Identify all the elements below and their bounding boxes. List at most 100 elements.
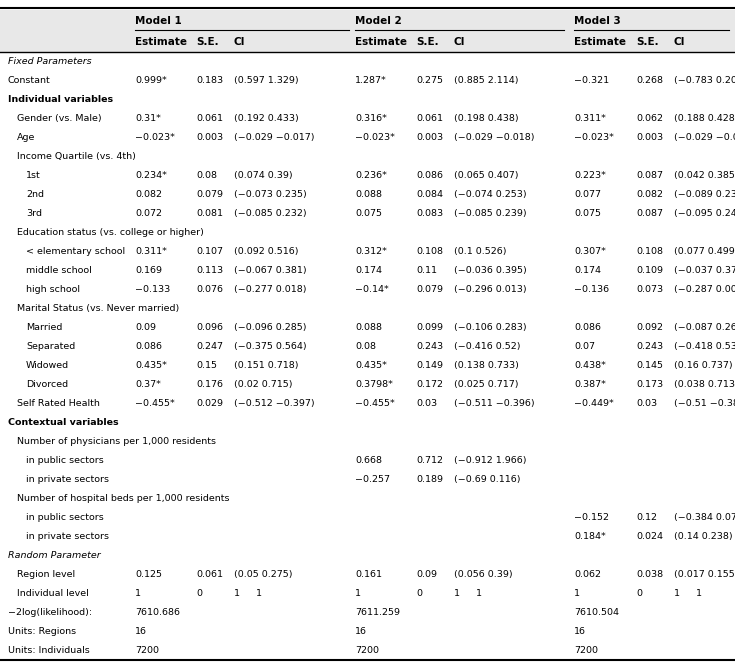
Text: (−0.511 −0.396): (−0.511 −0.396) — [454, 399, 534, 408]
Text: Random Parameter: Random Parameter — [8, 551, 101, 560]
Text: 0.109: 0.109 — [636, 266, 663, 275]
Text: 0.038: 0.038 — [636, 570, 663, 579]
Text: −0.321: −0.321 — [574, 76, 609, 85]
Text: Model 1: Model 1 — [135, 16, 182, 26]
Text: 0.174: 0.174 — [574, 266, 601, 275]
Text: 0.236*: 0.236* — [355, 171, 387, 180]
Text: 1: 1 — [256, 589, 262, 598]
Text: 0.12: 0.12 — [636, 513, 657, 522]
Text: (−0.296 0.013): (−0.296 0.013) — [454, 285, 526, 294]
Text: (−0.029 −0.017): (−0.029 −0.017) — [674, 133, 735, 142]
Text: 0.268: 0.268 — [636, 76, 663, 85]
Text: 0.3798*: 0.3798* — [355, 380, 393, 389]
Text: 0.088: 0.088 — [355, 323, 382, 332]
Text: Age: Age — [17, 133, 35, 142]
Text: (−0.095 0.24): (−0.095 0.24) — [674, 209, 735, 218]
Text: < elementary school: < elementary school — [26, 247, 125, 256]
Text: (−0.106 0.283): (−0.106 0.283) — [454, 323, 526, 332]
Text: in public sectors: in public sectors — [26, 513, 104, 522]
Text: 0.999*: 0.999* — [135, 76, 167, 85]
Text: high school: high school — [26, 285, 80, 294]
Text: 0.172: 0.172 — [416, 380, 443, 389]
Text: S.E.: S.E. — [636, 37, 659, 47]
Text: 0.086: 0.086 — [135, 342, 162, 351]
Text: 0.09: 0.09 — [135, 323, 156, 332]
Text: 0.668: 0.668 — [355, 456, 382, 465]
Text: 7610.504: 7610.504 — [574, 608, 619, 617]
Text: 1: 1 — [355, 589, 361, 598]
Text: (0.038 0.713): (0.038 0.713) — [674, 380, 735, 389]
Text: (−0.912 1.966): (−0.912 1.966) — [454, 456, 526, 465]
Text: (0.1 0.526): (0.1 0.526) — [454, 247, 506, 256]
Text: (−0.085 0.239): (−0.085 0.239) — [454, 209, 526, 218]
Text: 0.096: 0.096 — [196, 323, 223, 332]
Text: (0.16 0.737): (0.16 0.737) — [674, 361, 733, 370]
Text: 0.061: 0.061 — [196, 570, 223, 579]
Text: 0.03: 0.03 — [416, 399, 437, 408]
Text: 1.287*: 1.287* — [355, 76, 387, 85]
Text: Model 3: Model 3 — [574, 16, 621, 26]
Text: −0.14*: −0.14* — [355, 285, 389, 294]
Text: (0.597 1.329): (0.597 1.329) — [234, 76, 298, 85]
Text: 0.247: 0.247 — [196, 342, 223, 351]
Text: (0.077 0.499): (0.077 0.499) — [674, 247, 735, 256]
Text: (−0.69 0.116): (−0.69 0.116) — [454, 475, 520, 484]
Text: 0.092: 0.092 — [636, 323, 663, 332]
Text: 0: 0 — [196, 589, 202, 598]
Text: 0.15: 0.15 — [196, 361, 217, 370]
Text: (−0.51 −0.387): (−0.51 −0.387) — [674, 399, 735, 408]
Text: 0.061: 0.061 — [416, 114, 443, 123]
Text: 0.275: 0.275 — [416, 76, 443, 85]
Text: 0.312*: 0.312* — [355, 247, 387, 256]
Text: −0.023*: −0.023* — [574, 133, 614, 142]
Text: 1: 1 — [234, 589, 240, 598]
Text: 7200: 7200 — [135, 646, 159, 655]
Text: 0.438*: 0.438* — [574, 361, 606, 370]
Text: Constant: Constant — [8, 76, 51, 85]
Text: 0.183: 0.183 — [196, 76, 223, 85]
Text: 0: 0 — [636, 589, 642, 598]
Text: 3rd: 3rd — [26, 209, 42, 218]
Text: 0.088: 0.088 — [355, 190, 382, 199]
Text: 0.311*: 0.311* — [135, 247, 167, 256]
Text: 0.003: 0.003 — [416, 133, 443, 142]
Text: −0.455*: −0.455* — [355, 399, 395, 408]
Text: 0.079: 0.079 — [416, 285, 443, 294]
Text: 0.161: 0.161 — [355, 570, 382, 579]
Text: 0.169: 0.169 — [135, 266, 162, 275]
Text: Widowed: Widowed — [26, 361, 69, 370]
Text: 0.08: 0.08 — [196, 171, 217, 180]
Text: 0.435*: 0.435* — [135, 361, 167, 370]
Text: 1: 1 — [476, 589, 482, 598]
Text: 7200: 7200 — [355, 646, 379, 655]
Text: 7200: 7200 — [574, 646, 598, 655]
Text: Education status (vs. college or higher): Education status (vs. college or higher) — [17, 228, 204, 237]
Text: 0.07: 0.07 — [574, 342, 595, 351]
Text: −2log(likelihood):: −2log(likelihood): — [8, 608, 92, 617]
Text: 0.243: 0.243 — [636, 342, 663, 351]
Text: 0.083: 0.083 — [416, 209, 443, 218]
Text: (0.192 0.433): (0.192 0.433) — [234, 114, 298, 123]
Text: 0.145: 0.145 — [636, 361, 663, 370]
Text: Estimate: Estimate — [135, 37, 187, 47]
Text: (0.151 0.718): (0.151 0.718) — [234, 361, 298, 370]
Text: 16: 16 — [135, 627, 147, 636]
Text: −0.449*: −0.449* — [574, 399, 614, 408]
Text: in private sectors: in private sectors — [26, 475, 109, 484]
Text: (−0.384 0.077): (−0.384 0.077) — [674, 513, 735, 522]
Text: Fixed Parameters: Fixed Parameters — [8, 57, 92, 66]
Text: (0.02 0.715): (0.02 0.715) — [234, 380, 293, 389]
Text: 7610.686: 7610.686 — [135, 608, 180, 617]
Text: Units: Individuals: Units: Individuals — [8, 646, 90, 655]
Text: 0.184*: 0.184* — [574, 532, 606, 541]
Text: 0.37*: 0.37* — [135, 380, 161, 389]
Text: (−0.029 −0.017): (−0.029 −0.017) — [234, 133, 315, 142]
Text: 0.108: 0.108 — [416, 247, 443, 256]
Text: 0.108: 0.108 — [636, 247, 663, 256]
Text: (−0.074 0.253): (−0.074 0.253) — [454, 190, 526, 199]
Text: 1: 1 — [454, 589, 460, 598]
Text: 0.003: 0.003 — [196, 133, 223, 142]
Text: 0.062: 0.062 — [636, 114, 663, 123]
Text: 0.073: 0.073 — [636, 285, 663, 294]
Text: 0.079: 0.079 — [196, 190, 223, 199]
